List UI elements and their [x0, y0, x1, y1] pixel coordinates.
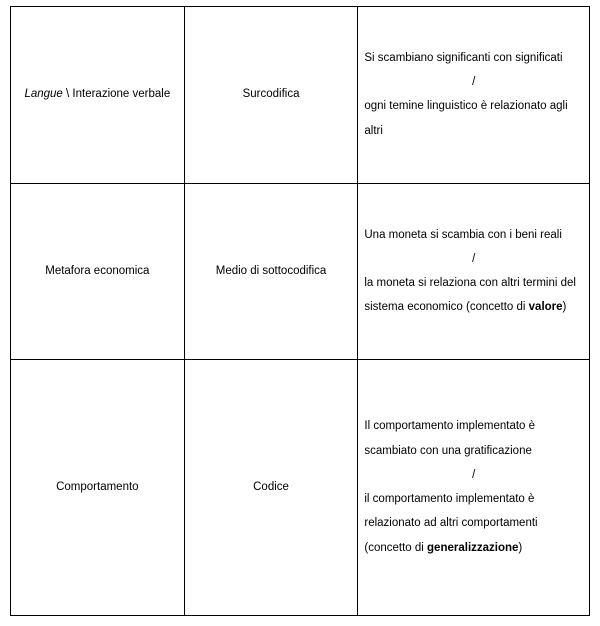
cell-category: Comportamento [11, 360, 185, 616]
cell-code-type: Medio di sottocodifica [184, 183, 358, 360]
separator-slash: / [364, 248, 583, 271]
separator-slash: / [364, 464, 583, 487]
cell-description: Il comportamento implementato è scambiat… [358, 360, 590, 616]
table-row: Metafora economicaMedio di sottocodifica… [11, 183, 590, 360]
cell-description: Si scambiano significanti con significat… [358, 7, 590, 184]
table-body: Langue \ Interazione verbaleSurcodificaS… [11, 7, 590, 616]
desc-top: Si scambiano significanti con significat… [364, 46, 583, 71]
desc-top: Una moneta si scambia con i beni reali [364, 223, 583, 248]
cell-code-type: Codice [184, 360, 358, 616]
semiotics-table: Langue \ Interazione verbaleSurcodificaS… [10, 6, 590, 616]
cell-category: Langue \ Interazione verbale [11, 7, 185, 184]
desc-bottom: la moneta si relaziona con altri termini… [364, 271, 583, 320]
page: Langue \ Interazione verbaleSurcodificaS… [0, 0, 600, 626]
table-row: ComportamentoCodiceIl comportamento impl… [11, 360, 590, 616]
table-row: Langue \ Interazione verbaleSurcodificaS… [11, 7, 590, 184]
cell-code-type: Surcodifica [184, 7, 358, 184]
desc-bottom: ogni temine linguistico è relazionato ag… [364, 94, 583, 143]
cell-description: Una moneta si scambia con i beni reali/l… [358, 183, 590, 360]
separator-slash: / [364, 71, 583, 94]
desc-top: Il comportamento implementato è scambiat… [364, 414, 583, 463]
desc-bottom: il comportamento implementato è relazion… [364, 487, 583, 561]
cell-category: Metafora economica [11, 183, 185, 360]
